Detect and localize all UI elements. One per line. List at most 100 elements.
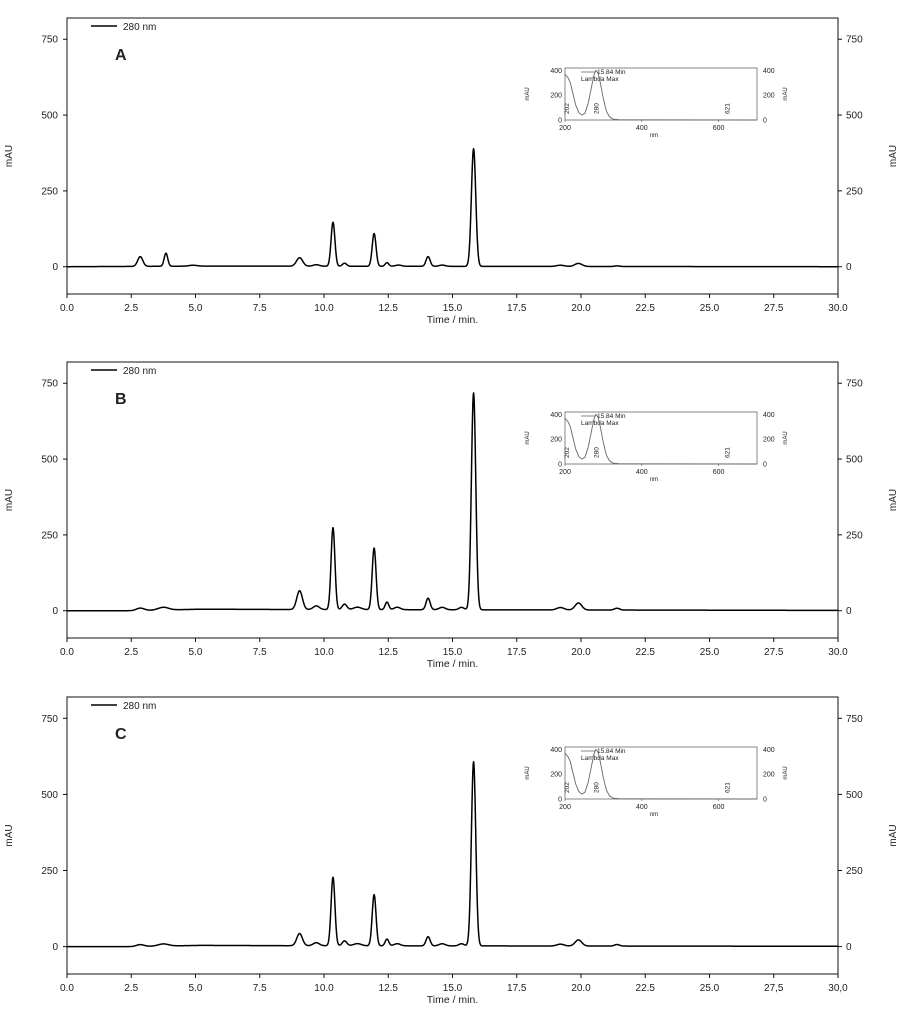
inset-y-tick-label-right: 200 (763, 437, 775, 444)
x-tick-label: 10.0 (314, 647, 334, 658)
x-tick-label: 25.0 (700, 983, 720, 994)
y-tick-label-right: 750 (846, 714, 863, 725)
chromatogram-trace (66, 760, 839, 948)
y-tick-label-left: 750 (41, 379, 58, 390)
y-axis-label-right: mAU (888, 824, 899, 846)
inset-peak-annotation: 202 (564, 447, 571, 458)
y-tick-label-left: 750 (41, 714, 58, 725)
inset-y-tick-label-right: 400 (763, 747, 775, 754)
x-tick-label: 7.5 (253, 303, 267, 314)
inset-peak-annotation: 621 (725, 782, 732, 793)
x-tick-label: 12.5 (379, 303, 399, 314)
plot-frame (66, 696, 839, 975)
inset-y-tick-label-left: 0 (558, 118, 562, 125)
y-tick-label-right: 250 (846, 530, 863, 541)
y-tick-label-left: 500 (41, 111, 58, 122)
inset-time-label: 15.84 Min (597, 69, 626, 76)
y-tick-label-left: 0 (52, 606, 58, 617)
legend-label: 280 nm (123, 701, 156, 712)
y-tick-label-right: 250 (846, 186, 863, 197)
inset-y-tick-label-right: 200 (763, 772, 775, 779)
inset-y-tick-label-right: 400 (763, 412, 775, 419)
x-tick-label: 10.0 (314, 983, 334, 994)
inset-lambda-label: Lambda Max (581, 755, 619, 762)
panel-c: 0.0 2.5 5.0 7.5 10.0 12.5 15.0 17.5 20.0 22.5 25.0… (4, 696, 899, 1006)
y-tick-label-left: 250 (41, 866, 58, 877)
inset-x-tick-label: 600 (713, 469, 725, 476)
inset-x-tick-label: 600 (713, 125, 725, 132)
x-tick-label: 17.5 (507, 647, 527, 658)
inset-x-tick-label: 400 (636, 804, 648, 811)
inset-peak-annotation: 621 (725, 103, 732, 114)
panel-a: 0.0 2.5 5.0 7.5 10.0 12.5 15.0 17.5 20.0 22.5 25.0… (4, 17, 899, 326)
x-tick-label: 0.0 (60, 647, 74, 658)
y-axis-label-left: mAU (4, 489, 15, 511)
inset-y-axis-label-right: mAU (783, 766, 789, 779)
panel-label: A (115, 47, 127, 64)
inset-peak-annotation: 202 (564, 782, 571, 793)
x-tick-label: 25.0 (700, 303, 720, 314)
x-tick-label: 30,0 (828, 983, 848, 994)
x-tick-label: 20.0 (571, 647, 591, 658)
chromatogram-trace (66, 392, 839, 612)
x-tick-label: 20.0 (571, 303, 591, 314)
inset-time-label: 15.84 Min (597, 413, 626, 420)
x-tick-label: 12.5 (379, 647, 399, 658)
x-tick-label: 15.0 (443, 983, 463, 994)
x-tick-label: 15.0 (443, 647, 463, 658)
y-tick-label-right: 0 (846, 942, 852, 953)
y-tick-label-right: 750 (846, 35, 863, 46)
inset-y-tick-label-left: 0 (558, 462, 562, 469)
inset-peak-annotation: 202 (564, 103, 571, 114)
inset-y-tick-label-left: 200 (550, 772, 562, 779)
x-axis-label: Time / min. (427, 994, 479, 1006)
y-tick-label-right: 0 (846, 262, 852, 273)
inset-time-label: 15.84 Min (597, 748, 626, 755)
legend-label: 280 nm (123, 366, 156, 377)
inset-y-tick-label-right: 0 (763, 462, 767, 469)
x-tick-label: 25.0 (700, 647, 720, 658)
inset-y-axis-label-right: mAU (783, 431, 789, 444)
x-tick-label: 0.0 (60, 303, 74, 314)
inset-y-axis-label-left: mAU (525, 431, 531, 444)
x-tick-label: 2.5 (124, 983, 138, 994)
inset-y-axis-label-left: mAU (525, 87, 531, 100)
plot-frame (66, 361, 839, 639)
x-tick-label: 5.0 (189, 303, 203, 314)
inset-y-tick-label-right: 0 (763, 797, 767, 804)
x-tick-label: 17.5 (507, 983, 527, 994)
y-axis-label-right: mAU (888, 145, 899, 167)
x-tick-label: 0.0 (60, 983, 74, 994)
y-axis-label-left: mAU (4, 824, 15, 846)
panel-label: C (115, 726, 127, 743)
inset-frame (564, 746, 758, 800)
uv-spectrum-trace (564, 413, 758, 465)
y-tick-label-right: 250 (846, 866, 863, 877)
x-tick-label: 7.5 (253, 647, 267, 658)
inset-y-tick-label-right: 0 (763, 118, 767, 125)
x-tick-label: 30.0 (828, 647, 848, 658)
inset-y-axis-label-left: mAU (525, 766, 531, 779)
y-tick-label-right: 500 (846, 111, 863, 122)
x-tick-label: 2.5 (124, 647, 138, 658)
inset-x-tick-label: 600 (713, 804, 725, 811)
panel-b: 0.0 2.5 5.0 7.5 10.0 12.5 15.0 17.5 20.0 22.5 25.0… (4, 361, 899, 670)
y-tick-label-left: 0 (52, 942, 58, 953)
x-tick-label: 22.5 (636, 647, 656, 658)
x-tick-label: 30.0 (828, 303, 848, 314)
x-tick-label: 22.5 (636, 303, 656, 314)
x-tick-label: 15.0 (443, 303, 463, 314)
y-tick-label-left: 250 (41, 530, 58, 541)
inset-lambda-label: Lambda Max (581, 420, 619, 427)
y-axis-label-right: mAU (888, 489, 899, 511)
x-tick-label: 17.5 (507, 303, 527, 314)
inset-peak-annotation: 280 (594, 447, 601, 458)
y-tick-label-right: 0 (846, 606, 852, 617)
y-tick-label-left: 0 (52, 262, 58, 273)
x-tick-label: 27,5 (764, 983, 784, 994)
inset-y-tick-label-left: 400 (550, 412, 562, 419)
